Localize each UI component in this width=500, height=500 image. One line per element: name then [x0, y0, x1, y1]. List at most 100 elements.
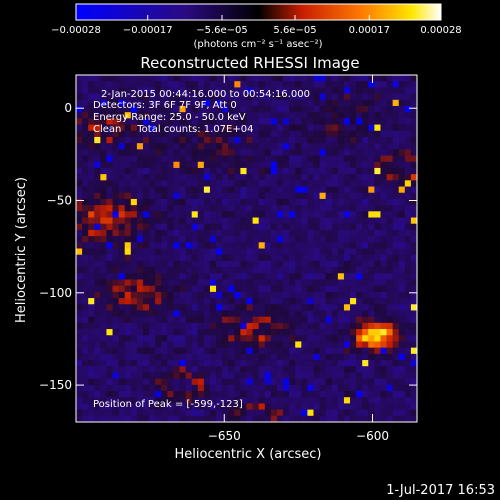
heatmap-cell [179, 167, 187, 175]
heatmap-cell [185, 397, 193, 404]
heatmap-cell [374, 384, 381, 392]
heatmap-cell [130, 273, 138, 280]
heatmap-cell [368, 223, 375, 231]
heatmap-cell [234, 267, 241, 274]
heatmap-cell [246, 347, 253, 355]
heatmap-cell [295, 93, 302, 101]
heatmap-cell [392, 360, 400, 367]
heatmap-cell [276, 143, 284, 150]
heatmap-cell [319, 335, 327, 342]
heatmap-cell [240, 180, 247, 187]
heatmap-cell [216, 310, 223, 318]
heatmap-cell [94, 99, 101, 107]
heatmap-cell [130, 174, 138, 181]
heatmap-cell [368, 260, 375, 268]
heatmap-cell [295, 211, 302, 218]
heatmap-cell [258, 130, 266, 138]
heatmap-cell [94, 341, 101, 349]
heatmap-cell [307, 298, 314, 305]
heatmap-cell [88, 347, 95, 355]
heatmap-cell [130, 130, 138, 138]
heatmap-cell [155, 174, 162, 181]
heatmap-cell [356, 198, 363, 206]
heatmap-cell [82, 329, 89, 336]
heatmap-cell [264, 161, 272, 169]
heatmap-cell [246, 267, 253, 274]
heatmap-cell [82, 75, 89, 82]
heatmap-cell [398, 211, 406, 218]
heatmap-cell [276, 118, 284, 125]
heatmap-cell [209, 223, 217, 231]
heatmap-cell [246, 335, 253, 342]
heatmap-cell [155, 143, 162, 150]
heatmap-cell [258, 285, 266, 293]
heatmap-cell [76, 267, 83, 274]
heatmap-cell [368, 149, 375, 156]
heatmap-cell [203, 384, 211, 392]
heatmap-cell [264, 279, 272, 287]
heatmap-cell [106, 391, 113, 398]
heatmap-cell [88, 415, 95, 422]
heatmap-cell [228, 242, 235, 249]
heatmap-cell [356, 174, 363, 181]
heatmap-cell [173, 285, 180, 293]
heatmap-cell [252, 161, 260, 169]
heatmap-cell [82, 174, 89, 181]
heatmap-cell [398, 136, 406, 144]
heatmap-cell [362, 149, 369, 156]
heatmap-cell [234, 260, 241, 268]
heatmap-cell [185, 180, 193, 187]
heatmap-cell [197, 75, 205, 82]
heatmap-cell [179, 298, 187, 305]
heatmap-cell [203, 335, 211, 342]
heatmap-cell [106, 397, 113, 404]
heatmap-cell [228, 93, 235, 101]
heatmap-cell [222, 285, 229, 293]
heatmap-cell [258, 341, 266, 349]
heatmap-cell [228, 397, 235, 404]
heatmap-cell [82, 217, 89, 225]
heatmap-cell [106, 329, 113, 336]
heatmap-cell [410, 285, 417, 293]
heatmap-cell [392, 391, 400, 398]
heatmap-cell [368, 322, 375, 330]
heatmap-cell [179, 217, 187, 225]
heatmap-cell [337, 155, 345, 163]
heatmap-cell [112, 81, 120, 88]
heatmap-cell [112, 149, 120, 156]
heatmap-cell [404, 236, 412, 243]
heatmap-cell [142, 329, 150, 336]
heatmap-cell [337, 335, 345, 342]
heatmap-cell [258, 229, 266, 237]
heatmap-cell [295, 149, 302, 156]
heatmap-cell [392, 353, 400, 361]
heatmap-cell [276, 273, 284, 280]
heatmap-cell [410, 415, 417, 422]
heatmap-cell [368, 254, 375, 262]
heatmap-cell [404, 360, 412, 367]
heatmap-cell [331, 391, 339, 398]
heatmap-cell [112, 205, 120, 212]
heatmap-cell [374, 223, 381, 231]
heatmap-cell [356, 136, 363, 144]
heatmap-cell [356, 149, 363, 156]
heatmap-cell [222, 397, 229, 404]
heatmap-cell [191, 403, 199, 411]
heatmap-cell [380, 353, 387, 361]
heatmap-cell [179, 310, 187, 318]
heatmap-cell [112, 192, 120, 200]
heatmap-cell [106, 105, 113, 113]
heatmap-cell [82, 298, 89, 305]
heatmap-cell [337, 384, 345, 392]
heatmap-cell [94, 260, 101, 268]
heatmap-cell [161, 155, 168, 163]
heatmap-cell [185, 229, 193, 237]
heatmap-cell [240, 316, 247, 324]
heatmap-cell [362, 87, 369, 94]
heatmap-cell [142, 211, 150, 218]
heatmap-cell [149, 372, 156, 380]
heatmap-cell [203, 180, 211, 187]
heatmap-cell [398, 87, 406, 94]
heatmap-cell [203, 99, 211, 107]
heatmap-cell [82, 409, 89, 417]
